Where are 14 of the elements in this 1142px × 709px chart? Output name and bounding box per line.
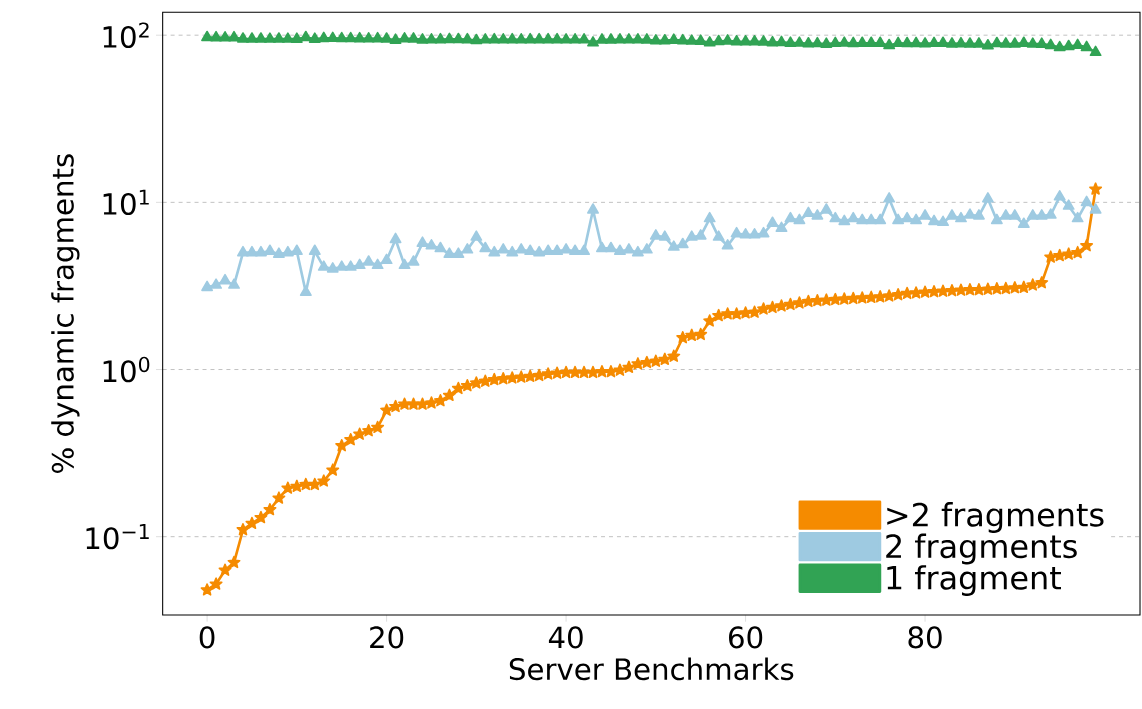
y-tick-label: 10$^{2}$ <box>103 22 149 48</box>
x-tick-label: 80 <box>908 626 942 649</box>
x-axis-title: Server Benchmarks <box>509 657 794 681</box>
y-tick-label: 10$^{1}$ <box>103 189 149 216</box>
y-tick-label: 10$^{0}$ <box>103 356 150 383</box>
x-tick-label: 20 <box>370 626 404 649</box>
y-axis-title: % dynamic fragments <box>51 154 80 473</box>
x-tick-label: 0 <box>199 626 215 649</box>
legend-label: >2 fragments <box>887 502 1104 533</box>
legend-label: 1 fragment <box>887 565 1061 596</box>
y-tick-label: 10$^{−1}$ <box>86 524 149 550</box>
legend-label: 2 fragments <box>886 533 1077 565</box>
x-tick-label: 60 <box>729 626 763 649</box>
x-tick-label: 40 <box>548 626 583 649</box>
